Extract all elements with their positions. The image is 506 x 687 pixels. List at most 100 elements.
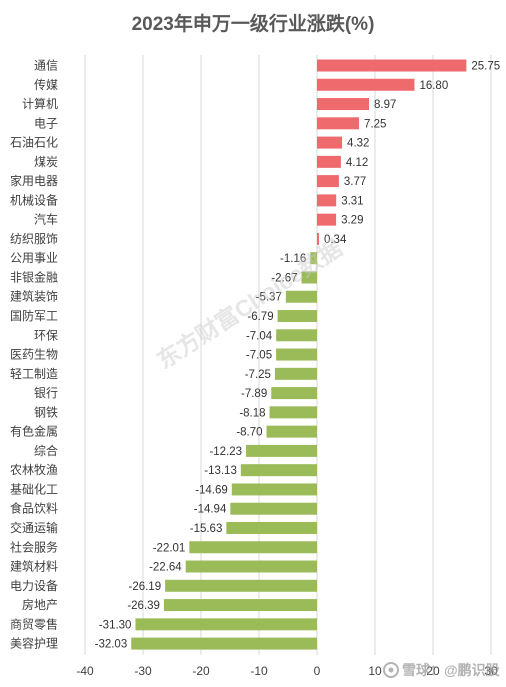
x-tick-label: -30 bbox=[134, 664, 152, 678]
bar bbox=[317, 232, 319, 245]
category-label: 商贸零售 bbox=[10, 616, 58, 631]
category-label: 交通运输 bbox=[10, 520, 58, 535]
value-label: 3.31 bbox=[341, 195, 363, 207]
value-label: -7.05 bbox=[246, 350, 272, 362]
category-label: 建筑装饰 bbox=[10, 289, 58, 304]
bar bbox=[185, 560, 317, 573]
bar bbox=[276, 348, 317, 361]
value-label: -15.63 bbox=[190, 523, 223, 535]
category-label: 基础化工 bbox=[10, 482, 58, 496]
labels: -40 -30 -20 -10 0 10 20 30 通信 25.75 传媒 16.80 计算机 8.97… bbox=[10, 59, 500, 679]
bar bbox=[317, 78, 415, 91]
value-label: -22.64 bbox=[149, 562, 182, 574]
category-label: 通信 bbox=[34, 59, 58, 73]
category-label: 钢铁 bbox=[34, 405, 58, 419]
value-label: -26.19 bbox=[128, 581, 161, 593]
value-label: -7.25 bbox=[245, 369, 271, 381]
category-label: 社会服务 bbox=[10, 539, 58, 554]
category-label: 环保 bbox=[34, 328, 58, 342]
category-label: 国防军工 bbox=[10, 308, 58, 323]
bar bbox=[317, 117, 360, 130]
bar bbox=[277, 310, 317, 323]
value-label: 4.12 bbox=[346, 157, 368, 169]
watermark-corner: 雪球：@鹏识股 bbox=[402, 662, 501, 678]
bar bbox=[131, 637, 317, 650]
category-label: 传媒 bbox=[34, 77, 58, 92]
category-label: 非银金融 bbox=[10, 269, 58, 284]
value-label: -31.30 bbox=[99, 619, 132, 631]
category-label: 美容护理 bbox=[10, 636, 58, 651]
value-label: -1.16 bbox=[280, 253, 306, 265]
xueqiu-watermark: 雪球：@鹏识股 bbox=[383, 662, 501, 678]
bar bbox=[271, 387, 317, 400]
x-tick-label: -10 bbox=[250, 664, 268, 678]
bar bbox=[310, 252, 317, 265]
category-label: 银行 bbox=[34, 386, 58, 400]
bar bbox=[276, 329, 317, 342]
bar bbox=[135, 618, 317, 631]
bar bbox=[317, 213, 337, 226]
bar bbox=[317, 194, 337, 207]
category-label: 有色金属 bbox=[10, 424, 58, 439]
bar bbox=[240, 464, 317, 477]
value-label: -13.13 bbox=[204, 465, 237, 477]
bar bbox=[317, 59, 467, 72]
category-label: 医药生物 bbox=[10, 348, 58, 362]
bar bbox=[285, 290, 317, 303]
x-tick-label: -40 bbox=[76, 664, 94, 678]
category-label: 纺织服饰 bbox=[10, 232, 58, 246]
bar bbox=[301, 271, 317, 284]
value-label: -5.37 bbox=[256, 292, 282, 304]
category-label: 家用电器 bbox=[10, 173, 58, 188]
x-tick-label: 0 bbox=[314, 664, 321, 678]
category-label: 机械设备 bbox=[10, 192, 58, 207]
value-label: 0.34 bbox=[324, 234, 347, 246]
category-label: 电子 bbox=[34, 116, 58, 130]
category-label: 计算机 bbox=[22, 96, 58, 111]
value-label: 25.75 bbox=[471, 61, 500, 73]
category-label: 建筑材料 bbox=[10, 559, 58, 574]
value-label: -14.94 bbox=[194, 504, 227, 516]
value-label: -8.70 bbox=[236, 427, 262, 439]
bar bbox=[230, 502, 317, 515]
value-label: 16.80 bbox=[419, 80, 448, 92]
chart-title: 2023年申万一级行业涨跌(%) bbox=[132, 12, 375, 35]
value-label: -8.18 bbox=[239, 407, 265, 419]
category-label: 石油石化 bbox=[10, 136, 58, 150]
bar bbox=[226, 521, 317, 534]
value-label: -12.23 bbox=[209, 446, 242, 458]
x-tick-label: 30 bbox=[484, 664, 498, 678]
bar bbox=[266, 425, 317, 438]
value-label: 7.25 bbox=[364, 118, 386, 130]
watermarks: 东方财富Choice数据 雪球：@鹏识股 bbox=[152, 235, 501, 678]
x-tick-label: -20 bbox=[192, 664, 210, 678]
value-label: -26.39 bbox=[127, 600, 160, 612]
category-label: 电力设备 bbox=[10, 579, 58, 593]
value-label: 4.32 bbox=[347, 138, 369, 150]
value-label: -14.69 bbox=[195, 484, 228, 496]
x-tick-label: 20 bbox=[426, 664, 440, 678]
value-label: -7.89 bbox=[241, 388, 267, 400]
category-label: 汽车 bbox=[34, 212, 58, 227]
value-label: -6.79 bbox=[247, 311, 273, 323]
value-label: -2.67 bbox=[271, 272, 297, 284]
value-label: 8.97 bbox=[374, 99, 396, 111]
category-label: 农林牧渔 bbox=[10, 463, 58, 477]
bar bbox=[246, 444, 317, 457]
category-label: 公用事业 bbox=[10, 251, 58, 265]
value-label: 3.29 bbox=[341, 215, 363, 227]
value-label: -22.01 bbox=[153, 542, 186, 554]
category-label: 综合 bbox=[34, 443, 58, 458]
bar bbox=[231, 483, 317, 496]
bar bbox=[189, 541, 317, 554]
category-label: 房地产 bbox=[22, 597, 58, 612]
xueqiu-logo-dot-icon bbox=[388, 667, 394, 673]
bar bbox=[317, 136, 343, 149]
bar bbox=[317, 175, 339, 188]
category-label: 煤炭 bbox=[34, 155, 58, 169]
bar bbox=[269, 406, 317, 419]
category-label: 轻工制造 bbox=[10, 367, 58, 381]
xueqiu-logo-icon bbox=[383, 662, 399, 678]
bar bbox=[317, 155, 341, 168]
